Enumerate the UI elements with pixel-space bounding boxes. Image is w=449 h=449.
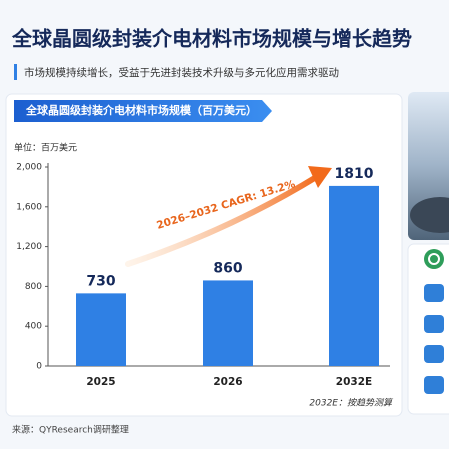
value-label: 860	[213, 260, 242, 276]
bar	[329, 185, 379, 366]
y-tick-label: 800	[25, 282, 42, 292]
chart-title: 全球晶圆级封装介电材料市场规模（百万美元）	[25, 103, 257, 117]
footnote: 2032E：按趋势测算	[309, 398, 394, 409]
y-tick-label: 1,600	[16, 202, 42, 212]
x-tick-label: 2032E	[336, 376, 372, 388]
y-tick-label: 0	[36, 362, 42, 372]
icon-glyph	[428, 253, 440, 265]
x-tick-label: 2026	[213, 376, 242, 388]
arrow-head	[308, 166, 332, 188]
value-label: 1810	[335, 166, 374, 182]
chart-header	[14, 100, 272, 122]
x-tick-label: 2025	[86, 376, 115, 388]
subtitle: 市场规模持续增长，受益于先进封装技术升级与多元化应用需求驱动	[24, 66, 339, 79]
y-tick-label: 1,200	[16, 242, 42, 252]
icon-target	[424, 249, 444, 269]
icon-globe	[424, 376, 444, 394]
icon-network	[424, 345, 444, 363]
bar	[203, 280, 253, 366]
icon-layers	[424, 315, 444, 333]
source: 来源：QYResearch调研整理	[12, 424, 129, 436]
unit-label: 单位：百万美元	[14, 142, 77, 154]
value-label: 730	[86, 273, 115, 289]
page-title: 全球晶圆级封装介电材料市场规模与增长趋势	[11, 27, 412, 51]
icon-chip	[424, 284, 444, 302]
accent-bar	[14, 64, 17, 80]
trend-arrow	[125, 173, 321, 267]
y-tick-label: 400	[25, 322, 42, 332]
content: 全球晶圆级封装介电材料市场规模与增长趋势 市场规模持续增长，受益于先进封装技术升…	[5, 27, 449, 436]
wafer-illustration	[410, 197, 449, 233]
bar	[76, 293, 126, 366]
y-tick-label: 2,000	[16, 163, 42, 173]
